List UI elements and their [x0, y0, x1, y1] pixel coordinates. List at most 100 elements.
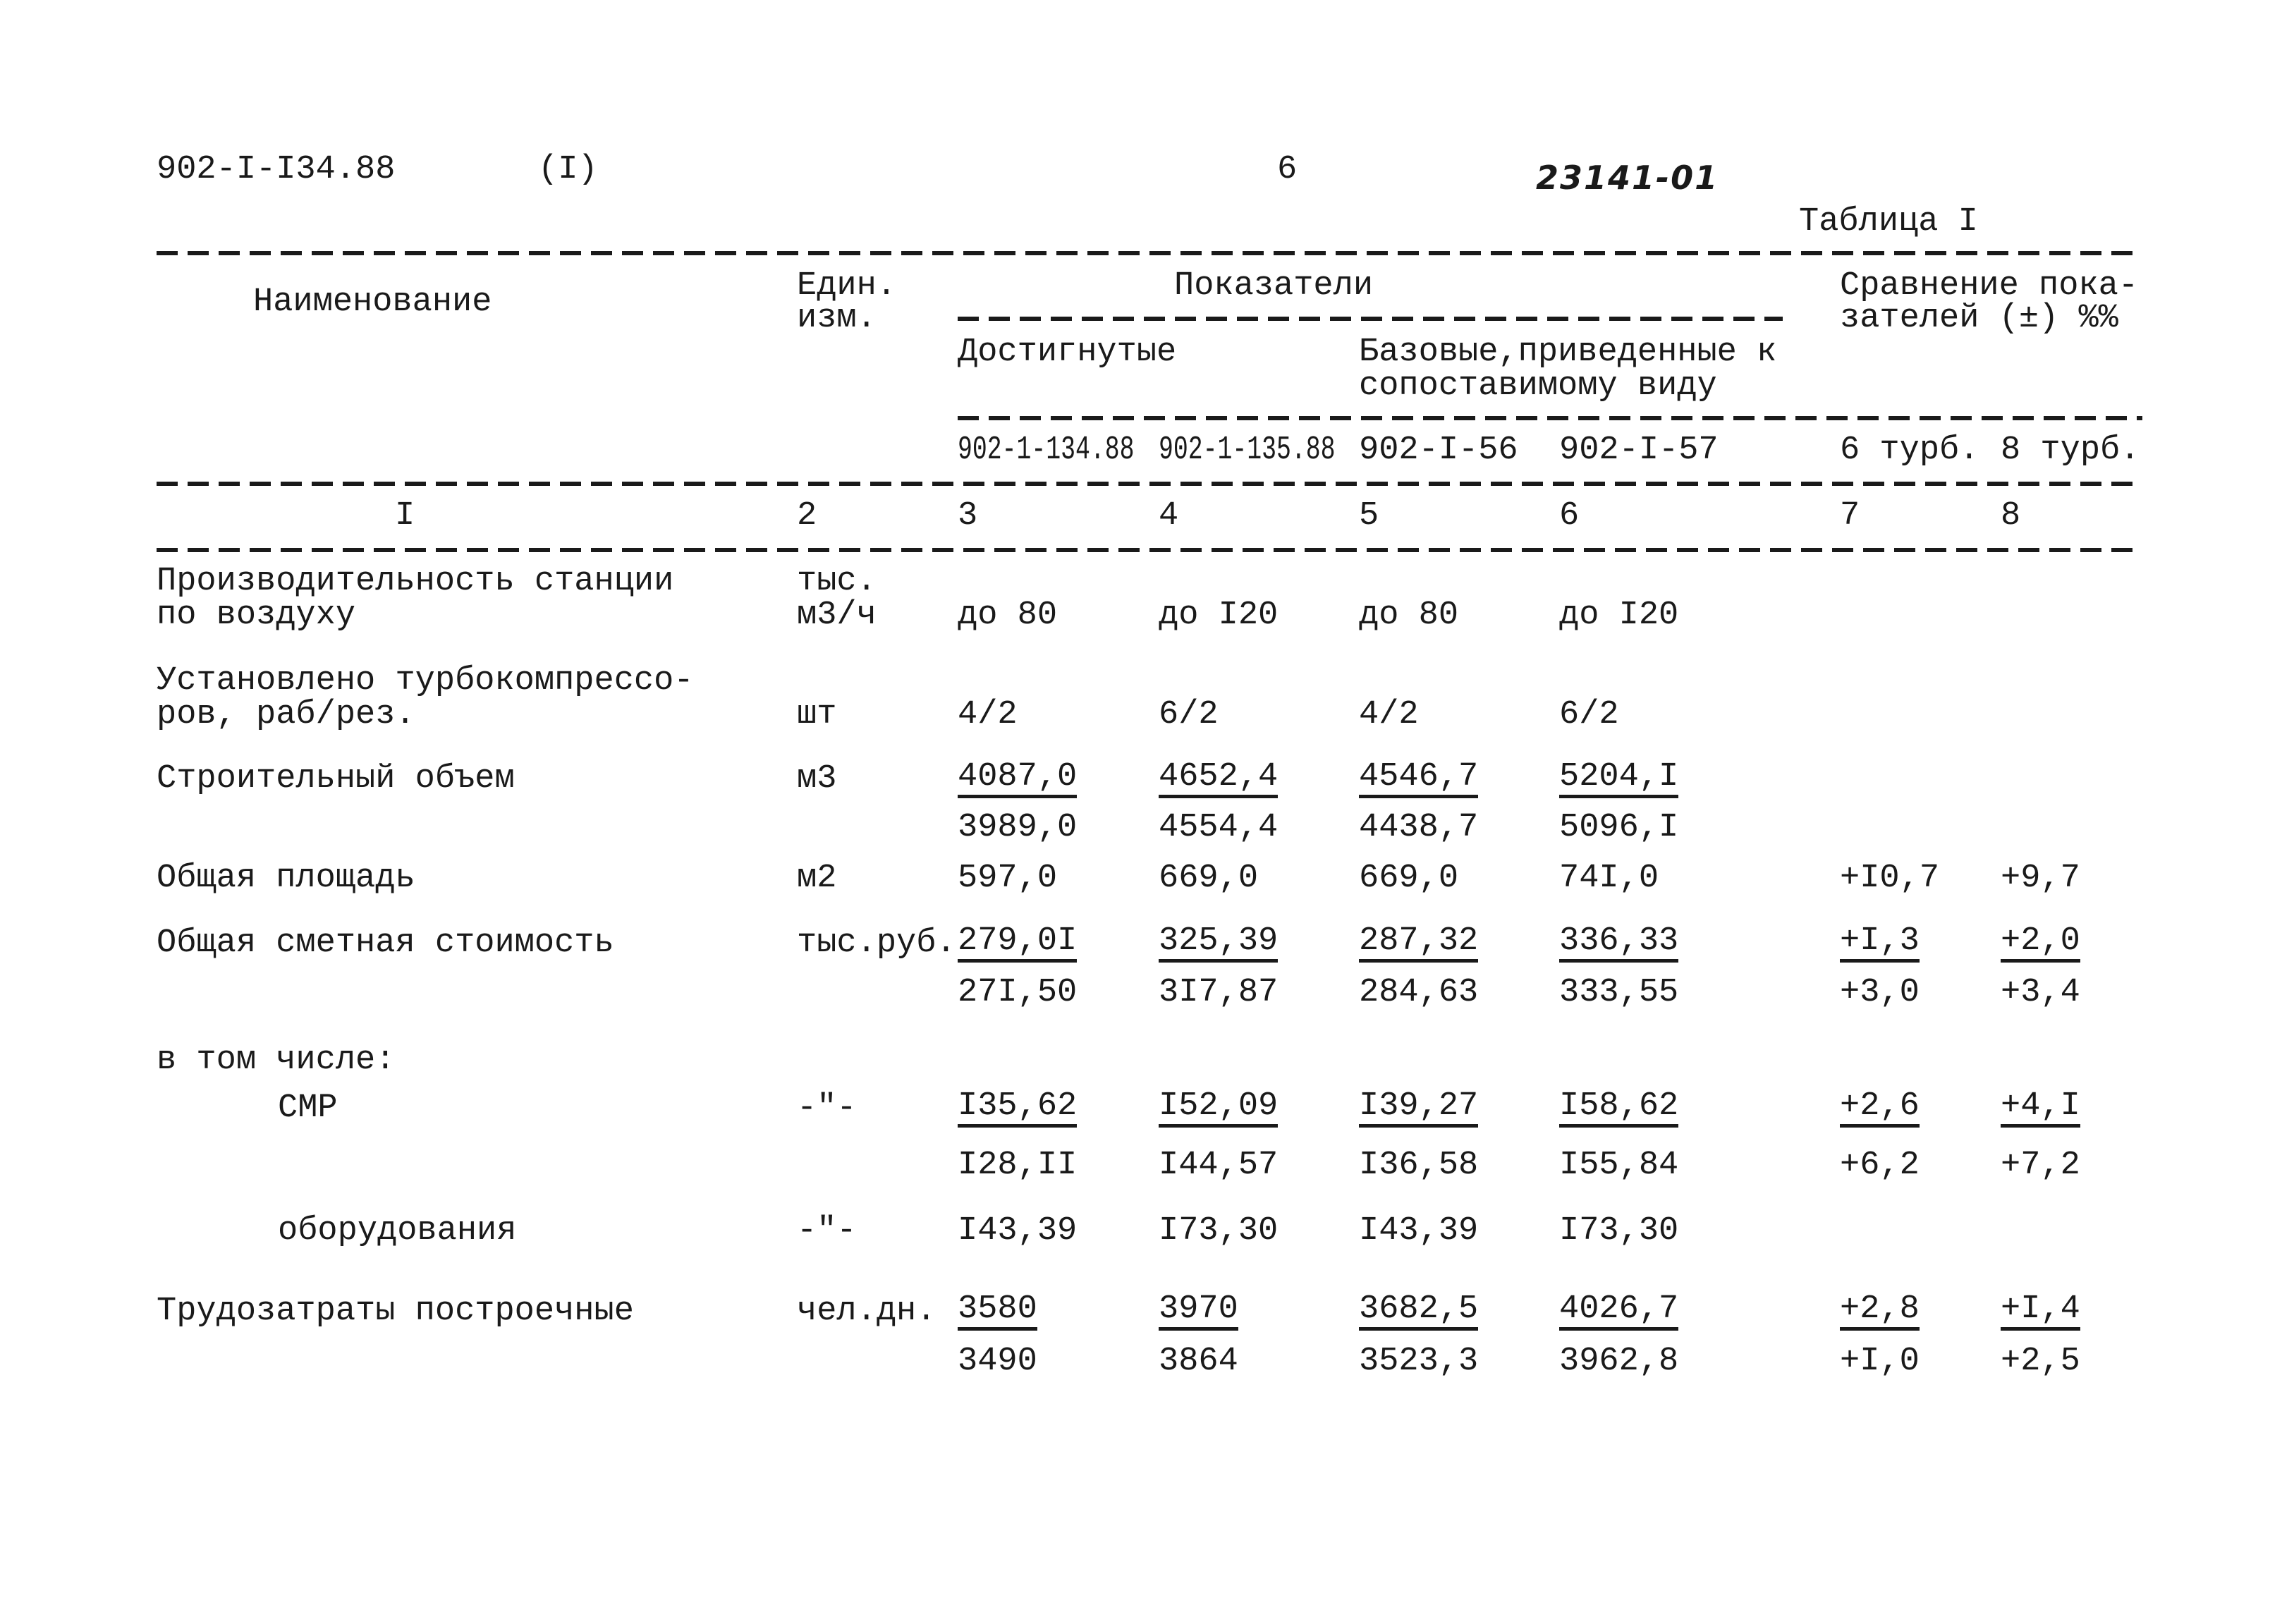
value-numerator: +4,I: [2001, 1089, 2080, 1128]
column-header-indicators: Показатели: [1174, 267, 1374, 305]
project-code-header: 8 турб.: [2001, 431, 2140, 470]
row-name: Установлено турбокомпрессо-: [157, 662, 694, 700]
value-cell: до I20: [1559, 597, 1679, 634]
table-rule: [157, 548, 2142, 552]
value-denominator: 3I7,87: [1159, 974, 1279, 1011]
table-rule: [157, 251, 2142, 255]
column-header-unit: изм.: [797, 300, 877, 337]
value-numerator: I58,62: [1559, 1089, 1679, 1128]
document-part: (I): [538, 151, 598, 188]
value-denominator: 3523,3: [1359, 1343, 1479, 1380]
value-denominator: +7,2: [2001, 1147, 2080, 1184]
value-cell: до 80: [1359, 597, 1459, 634]
table-rule: [958, 416, 2142, 420]
value-denominator: 333,55: [1559, 974, 1679, 1011]
row-unit: чел.дн.: [797, 1293, 936, 1330]
column-header-achieved: Достигнутые: [958, 334, 1177, 371]
project-code-text: 902-I-56: [1359, 432, 1518, 469]
value-denominator: 3989,0: [958, 809, 1078, 846]
value-cell: I43,39: [1359, 1212, 1479, 1250]
value-cell: 4/2: [958, 696, 1018, 733]
column-header-comparison: Сравнение пока-: [1840, 267, 2139, 305]
column-header-name: Наименование: [253, 283, 492, 321]
value-denominator: 4554,4: [1159, 809, 1279, 846]
project-code-header: 6 турб.: [1840, 431, 1979, 470]
table-label: Таблица I: [1799, 203, 1978, 240]
value-numerator: I52,09: [1159, 1089, 1279, 1128]
value-cell: 4/2: [1359, 696, 1419, 733]
table-rule: [958, 317, 1783, 321]
row-unit: -"-: [797, 1212, 857, 1250]
value-cell: 669,0: [1159, 860, 1259, 897]
row-name: Общая площадь: [157, 860, 415, 897]
project-code-text: 902-1-135.88: [1159, 432, 1336, 469]
value-denominator: +2,5: [2001, 1343, 2080, 1380]
value-denominator: 3490: [958, 1343, 1037, 1380]
value-cell: 74I,0: [1559, 860, 1659, 897]
value-numerator: 279,0I: [958, 924, 1078, 963]
row-name: Трудозатраты построечные: [157, 1293, 634, 1330]
value-numerator: 336,33: [1559, 924, 1679, 963]
column-number: 3: [958, 497, 978, 535]
value-numerator: +2,6: [1840, 1089, 1920, 1128]
row-unit: м3: [797, 760, 837, 798]
row-name: оборудования: [278, 1212, 517, 1250]
column-header-base: Базовые,приведенные к: [1359, 334, 1777, 371]
value-denominator: +I,0: [1840, 1343, 1920, 1380]
column-number: 4: [1159, 497, 1179, 535]
column-number: I: [395, 497, 415, 535]
row-name: Общая сметная стоимость: [157, 924, 614, 962]
row-unit: -"-: [797, 1089, 857, 1127]
value-cell: 6/2: [1159, 696, 1219, 733]
project-code-text: 902-I-57: [1559, 432, 1719, 469]
column-number: 2: [797, 497, 817, 535]
value-denominator: 5096,I: [1559, 809, 1679, 846]
project-code-text: 8 турб.: [2001, 432, 2140, 469]
value-numerator: 4652,4: [1159, 759, 1279, 798]
value-numerator: 287,32: [1359, 924, 1479, 963]
row-unit: тыс.: [797, 563, 877, 600]
page-number: 6: [1277, 151, 1298, 188]
row-unit: м3/ч: [797, 597, 877, 634]
column-number: 8: [2001, 497, 2021, 535]
value-denominator: 3962,8: [1559, 1343, 1679, 1380]
column-header-comparison: зателей (±) %%: [1840, 300, 2118, 337]
row-name: Производительность станции: [157, 563, 674, 600]
value-denominator: +3,0: [1840, 974, 1920, 1011]
row-name: Строительный объем: [157, 760, 515, 798]
row-name: СМР: [278, 1089, 338, 1127]
value-cell: до I20: [1159, 597, 1279, 634]
value-numerator: 4026,7: [1559, 1292, 1679, 1331]
value-denominator: +3,4: [2001, 974, 2080, 1011]
project-code-header: 902-I-56: [1359, 431, 1518, 470]
value-denominator: 3864: [1159, 1343, 1238, 1380]
value-cell: 597,0: [958, 860, 1058, 897]
project-code-text: 6 турб.: [1840, 432, 1979, 469]
project-code-text: 902-1-134.88: [958, 432, 1135, 469]
value-numerator: I39,27: [1359, 1089, 1479, 1128]
value-numerator: 5204,I: [1559, 759, 1679, 798]
value-denominator: 284,63: [1359, 974, 1479, 1011]
row-unit: тыс.руб.: [797, 924, 956, 962]
column-number: 5: [1359, 497, 1379, 535]
row-unit: шт: [797, 696, 837, 733]
value-cell: +9,7: [2001, 860, 2080, 897]
value-cell: до 80: [958, 597, 1058, 634]
column-number: 7: [1840, 497, 1860, 535]
table-rule: [157, 482, 2142, 486]
project-code-header: 902-1-134.88: [958, 431, 1196, 470]
value-denominator: I44,57: [1159, 1147, 1279, 1184]
value-numerator: +I,3: [1840, 924, 1920, 963]
value-numerator: 3580: [958, 1292, 1037, 1331]
value-denominator: I28,II: [958, 1147, 1078, 1184]
column-header-base: сопоставимому виду: [1359, 367, 1717, 405]
row-name: ров, раб/рез.: [157, 696, 415, 733]
value-numerator: +2,0: [2001, 924, 2080, 963]
value-cell: I43,39: [958, 1212, 1078, 1250]
value-numerator: I35,62: [958, 1089, 1078, 1128]
column-header-unit: Един.: [797, 267, 897, 305]
value-denominator: +6,2: [1840, 1147, 1920, 1184]
value-numerator: 3970: [1159, 1292, 1238, 1331]
value-cell: +I0,7: [1840, 860, 1940, 897]
value-denominator: I36,58: [1359, 1147, 1479, 1184]
